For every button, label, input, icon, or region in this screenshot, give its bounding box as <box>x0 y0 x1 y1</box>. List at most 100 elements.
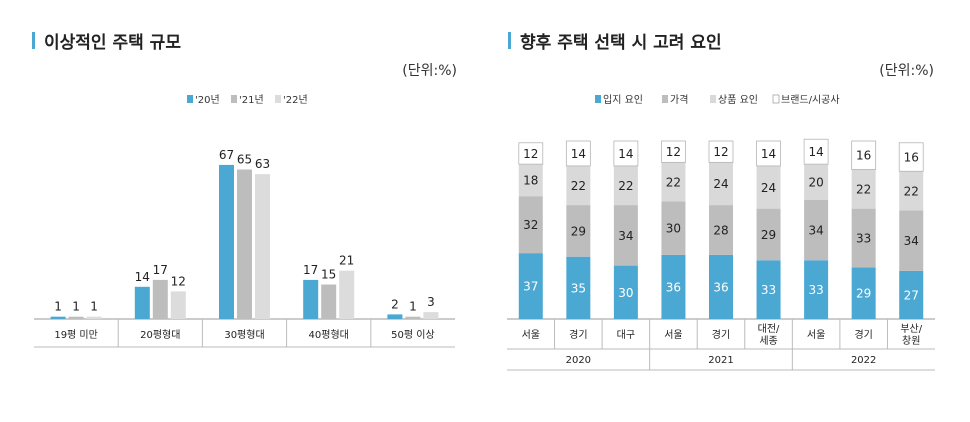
data-label-left: 21 <box>339 254 354 268</box>
group-label-right: 2021 <box>708 355 733 366</box>
data-label-right: 18 <box>523 174 538 188</box>
stacked-bar-segment-right <box>899 171 924 211</box>
data-label-right: 29 <box>761 228 776 242</box>
stacked-bar-segment-right <box>851 140 877 170</box>
stacked-bar-segment-right <box>518 142 544 165</box>
data-label-left: 1 <box>90 300 98 314</box>
data-label-right: 20 <box>808 175 823 189</box>
data-label-right: 36 <box>713 280 728 294</box>
legend-swatch-left <box>275 95 281 103</box>
data-label-right: 16 <box>856 149 871 163</box>
data-label-left: 63 <box>255 157 270 171</box>
bar-left <box>50 316 66 319</box>
title-accent-bar-right <box>508 32 511 49</box>
stacked-bar-segment-right <box>851 169 876 209</box>
stacked-bar-segment-right <box>756 260 781 319</box>
x-tick-label-right: 서울 <box>522 329 540 341</box>
legend-label-right: 가격 <box>670 93 688 106</box>
bar-left <box>303 279 319 319</box>
x-tick-label-left: 20평형대 <box>140 329 180 341</box>
data-label-right: 27 <box>904 288 919 302</box>
data-label-right: 16 <box>904 151 919 165</box>
data-label-right: 33 <box>761 283 776 297</box>
data-label-right: 34 <box>618 229 633 243</box>
bar-left <box>423 312 439 319</box>
stacked-bar-segment-right <box>851 267 876 319</box>
data-label-right: 22 <box>666 175 681 189</box>
data-label-left: 17 <box>153 263 168 277</box>
data-label-right: 37 <box>523 280 538 294</box>
stacked-bar-segment-right <box>565 140 591 167</box>
data-label-right: 30 <box>618 286 633 300</box>
data-label-right: 24 <box>713 177 728 191</box>
legend-swatch-right <box>772 94 780 104</box>
x-tick-label-right: 부산/창원 <box>900 323 922 347</box>
bar-left <box>68 316 84 319</box>
bar-left <box>152 279 168 319</box>
stacked-bar-segment-right <box>709 254 733 319</box>
data-label-right: 29 <box>856 287 871 301</box>
x-tick-label-left: 30평형대 <box>224 329 264 341</box>
legend-label-right: 입지 요인 <box>603 93 643 106</box>
stacked-bar-segment-right <box>851 208 876 268</box>
stacked-bar-segment-right <box>709 205 733 255</box>
data-label-right: 33 <box>856 232 871 246</box>
data-label-right: 14 <box>571 147 586 161</box>
bar-left <box>219 164 234 319</box>
stacked-bar-segment-right <box>661 201 686 255</box>
bar-left <box>387 314 403 319</box>
stacked-bar-segment-right <box>804 260 829 319</box>
title-accent-bar-left <box>32 32 35 49</box>
data-label-right: 12 <box>713 145 728 159</box>
data-label-right: 14 <box>808 145 823 159</box>
data-label-right: 33 <box>808 283 823 297</box>
bar-left <box>170 291 186 319</box>
data-label-right: 28 <box>713 224 728 238</box>
stacked-bar-segment-right <box>518 164 543 197</box>
bar-left <box>255 174 270 319</box>
stacked-bar-segment-right <box>756 165 781 209</box>
data-label-right: 30 <box>666 222 681 236</box>
legend-label-right: 상품 요인 <box>718 94 758 106</box>
stacked-bar-segment-right <box>518 253 543 319</box>
group-label-right: 2020 <box>566 355 591 366</box>
bar-left <box>134 286 150 319</box>
chart-title-left: 이상적인 주택 규모 <box>44 33 181 53</box>
stacked-bar-segment-right <box>518 196 543 254</box>
stacked-bar-segment-right <box>899 270 924 319</box>
stacked-bar-segment-right <box>756 208 781 261</box>
data-label-right: 12 <box>523 147 538 161</box>
legend-swatch-left <box>231 95 237 103</box>
x-tick-label-right: 경기 <box>569 328 587 341</box>
legend-label-left: '22년 <box>283 94 308 106</box>
data-label-right: 14 <box>761 147 776 161</box>
x-tick-label-right: 경기 <box>854 328 872 341</box>
data-label-left: 14 <box>135 270 150 284</box>
stacked-bar-segment-right <box>661 140 686 163</box>
stacked-bar-segment-right <box>613 205 638 266</box>
legend-label-right: 브랜드/시공사 <box>781 94 840 106</box>
data-label-right: 22 <box>904 184 919 198</box>
stacked-bar-segment-right <box>661 254 686 319</box>
data-label-left: 65 <box>237 153 252 167</box>
data-label-left: 3 <box>427 295 435 309</box>
data-label-right: 22 <box>856 183 871 197</box>
data-label-right: 36 <box>666 280 681 294</box>
data-label-right: 24 <box>761 181 776 195</box>
x-tick-label-right: 서울 <box>664 329 682 341</box>
stacked-bar-segment-right <box>756 140 781 167</box>
data-label-right: 35 <box>571 281 586 295</box>
stacked-bar-segment-right <box>613 265 638 319</box>
data-label-right: 32 <box>523 218 538 232</box>
data-label-left: 1 <box>72 300 80 314</box>
data-label-right: 29 <box>571 224 586 238</box>
unit-label-left: (단위:%) <box>402 63 457 79</box>
data-label-left: 2 <box>391 297 399 311</box>
unit-label-right: (단위:%) <box>879 63 934 79</box>
stacked-bar-segment-right <box>898 142 924 172</box>
stacked-bar-segment-right <box>566 256 591 319</box>
data-label-left: 15 <box>321 268 336 282</box>
chart-title-right: 향후 주택 선택 시 고려 요인 <box>520 32 722 53</box>
stacked-bar-segment-right <box>613 140 639 167</box>
